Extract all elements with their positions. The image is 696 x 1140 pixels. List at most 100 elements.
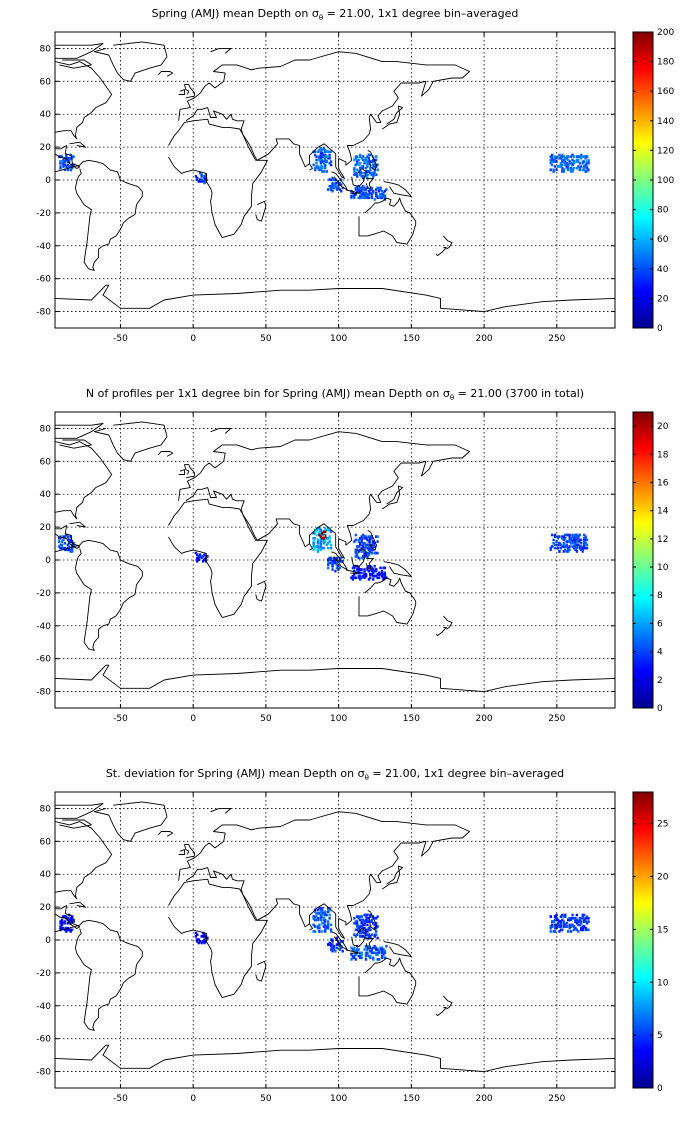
data-cell	[359, 166, 362, 170]
data-cell	[329, 944, 333, 948]
data-cell	[324, 538, 327, 542]
data-cell	[354, 953, 357, 956]
coastline	[351, 928, 367, 948]
data-cell	[351, 948, 355, 951]
data-cell	[63, 535, 67, 538]
data-cell	[366, 920, 369, 923]
data-cell	[559, 165, 563, 168]
data-cell	[372, 163, 375, 167]
data-cell	[315, 165, 318, 168]
data-cell	[351, 956, 355, 960]
data-cell	[360, 930, 363, 933]
data-cell	[312, 532, 315, 535]
data-cell	[375, 953, 378, 956]
data-cell	[354, 173, 357, 177]
data-cell	[568, 161, 571, 165]
data-cell	[565, 921, 568, 925]
data-cell	[553, 160, 557, 163]
data-cell	[556, 918, 560, 922]
data-cell	[577, 536, 580, 540]
data-cell	[331, 564, 334, 568]
data-cell	[353, 566, 356, 570]
data-cell	[357, 948, 360, 951]
data-cell	[567, 165, 570, 168]
data-cell	[357, 188, 360, 191]
data-cell	[361, 191, 365, 195]
data-cell	[575, 160, 579, 163]
data-cell	[372, 171, 375, 175]
colorbar-tick-label: 180	[657, 58, 674, 68]
y-tick-label: 0	[45, 176, 51, 186]
data-cell	[203, 558, 206, 561]
data-cell	[328, 556, 331, 560]
data-cell	[583, 920, 586, 923]
data-cell	[564, 161, 567, 165]
data-cell	[59, 166, 62, 170]
coastline	[55, 159, 143, 271]
colorbar-tick-label: 6	[657, 619, 663, 629]
y-tick-label: 40	[40, 490, 52, 500]
x-tick-label: 200	[475, 1094, 492, 1104]
data-cell	[319, 916, 323, 920]
data-cell	[555, 540, 558, 543]
data-cell	[551, 920, 554, 923]
data-cell	[321, 930, 324, 933]
data-cell	[584, 536, 587, 540]
data-cell	[199, 171, 202, 175]
data-cell	[201, 940, 205, 943]
coastline	[358, 957, 417, 1005]
coastline	[443, 235, 453, 250]
data-cell	[581, 160, 584, 163]
data-cell	[370, 951, 373, 955]
data-cell	[329, 188, 333, 191]
data-cell	[72, 918, 75, 922]
data-cell	[383, 574, 387, 578]
data-cell	[574, 916, 577, 920]
data-cell	[372, 540, 375, 543]
data-cell	[583, 536, 586, 540]
data-cell	[568, 918, 571, 922]
data-cell	[373, 163, 376, 167]
data-cell	[367, 551, 371, 555]
data-cell	[72, 920, 75, 923]
data-cell	[68, 548, 71, 552]
data-cell	[581, 916, 584, 920]
data-cell	[322, 918, 325, 922]
data-cell	[375, 948, 378, 951]
data-cell	[206, 555, 209, 558]
data-cell	[199, 555, 202, 558]
data-cell	[578, 168, 581, 172]
data-cell	[313, 925, 317, 928]
data-cell	[372, 578, 375, 581]
data-cell	[549, 915, 552, 918]
data-cell	[364, 188, 368, 191]
data-cell	[319, 166, 323, 170]
data-cell	[578, 533, 581, 537]
coastline	[367, 530, 377, 551]
coastline	[55, 795, 113, 929]
data-cell	[354, 935, 357, 938]
data-cell	[555, 160, 558, 163]
data-cell	[203, 938, 206, 941]
data-cell	[549, 548, 552, 552]
data-cell	[354, 155, 357, 158]
coastline	[365, 177, 374, 189]
data-cell	[313, 532, 317, 535]
data-cell	[197, 938, 200, 941]
data-cell	[327, 921, 330, 925]
data-cell	[359, 925, 362, 928]
data-cell	[359, 574, 362, 578]
data-cell	[332, 561, 336, 565]
data-cell	[335, 556, 339, 560]
data-cell	[351, 576, 355, 580]
data-cell	[559, 928, 563, 932]
data-cell	[359, 935, 362, 938]
data-cell	[196, 176, 199, 180]
data-cell	[319, 535, 323, 538]
data-cell	[376, 576, 379, 580]
data-cell	[65, 158, 68, 162]
data-cell	[66, 163, 69, 167]
data-cell	[585, 928, 589, 932]
data-cell	[72, 543, 75, 547]
data-cell	[366, 536, 369, 540]
